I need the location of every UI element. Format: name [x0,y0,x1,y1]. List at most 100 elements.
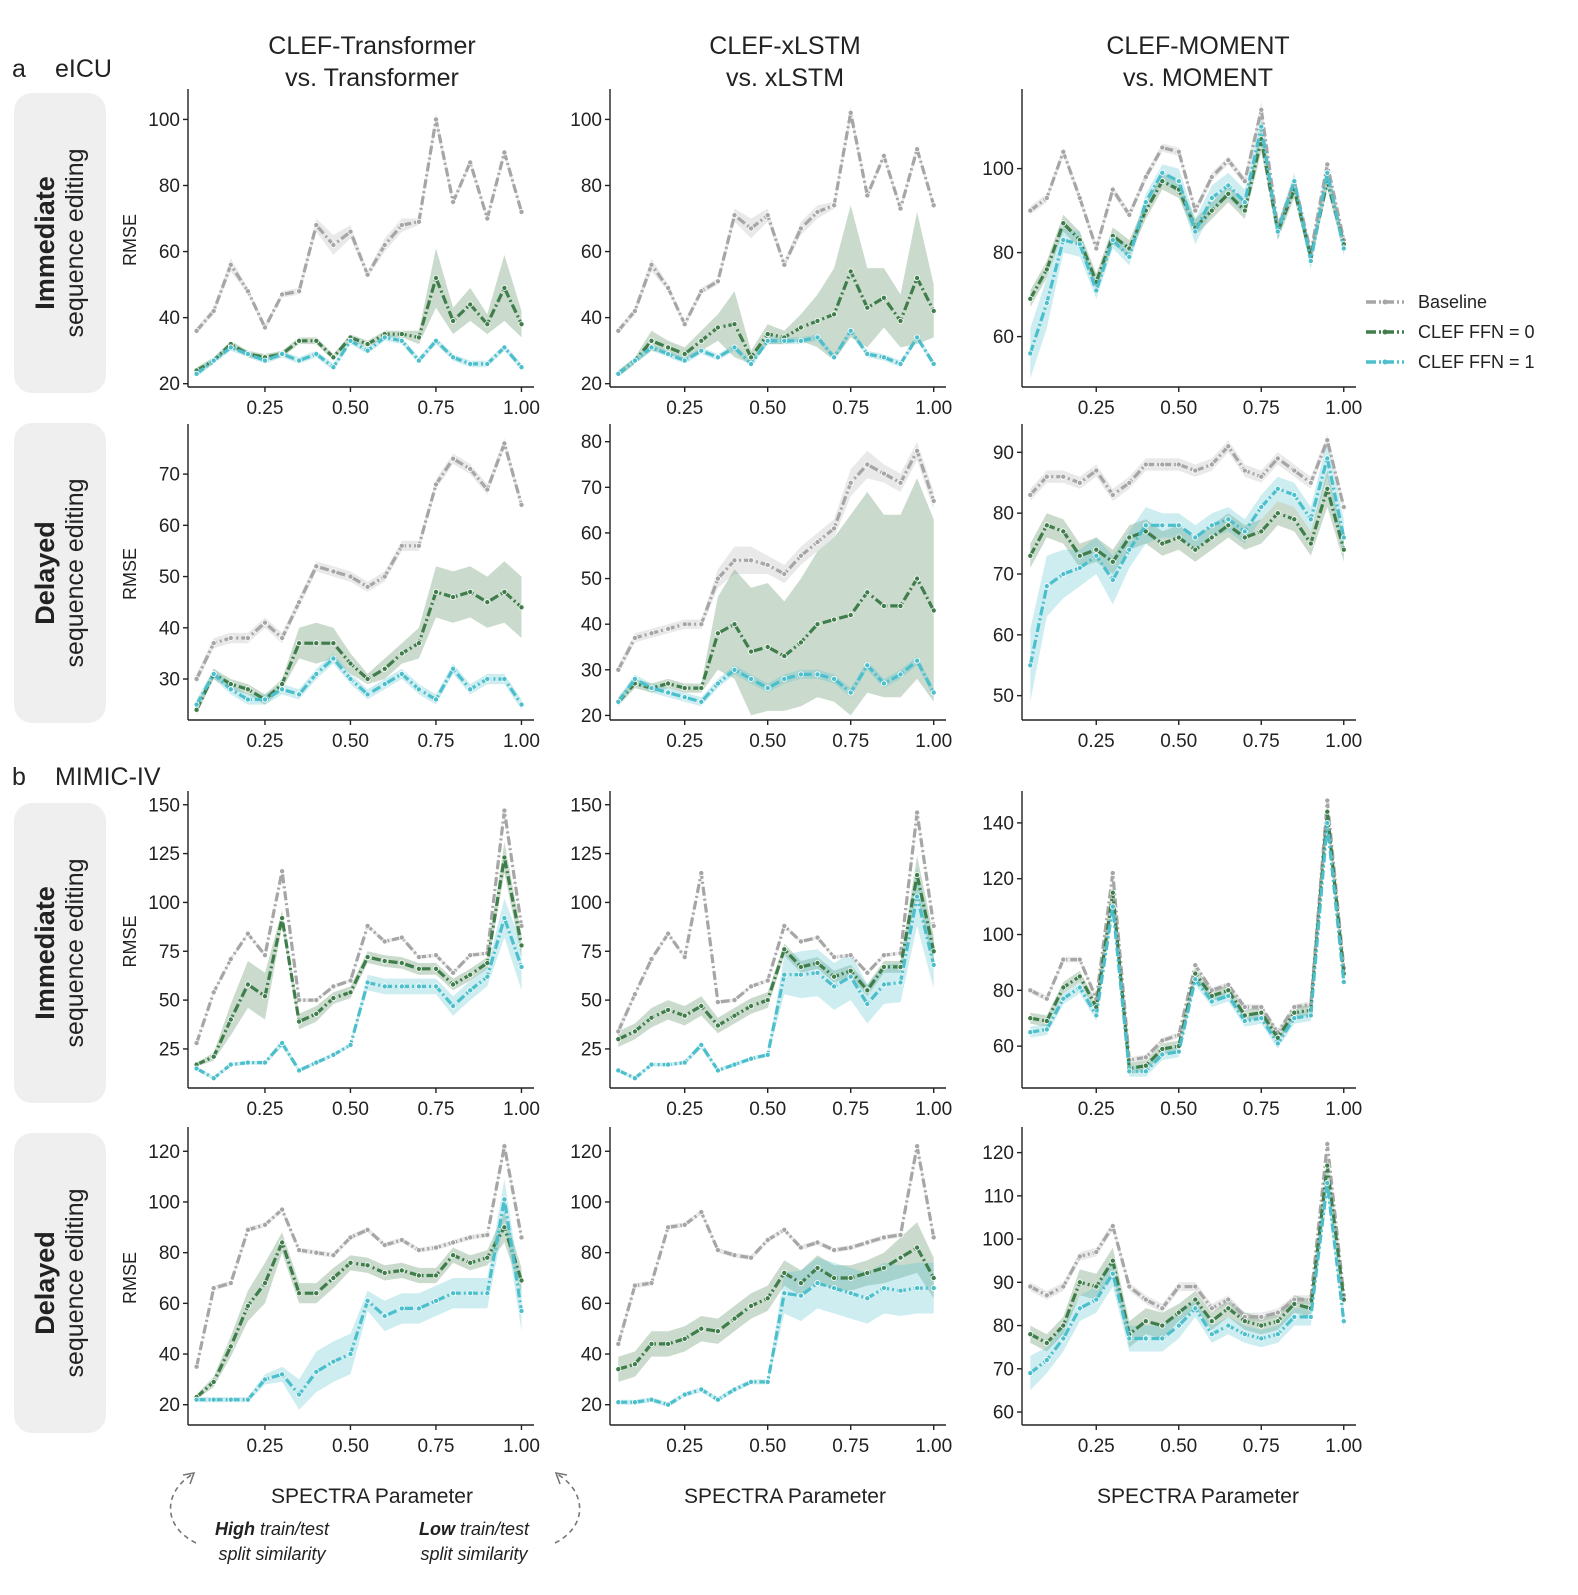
point-ffn1 [731,1061,738,1068]
point-ffn1 [1324,1179,1331,1186]
band-ffn1 [618,656,934,707]
point-ffn1 [415,1305,422,1312]
point-ffn1 [313,670,320,677]
point-baseline [347,1234,354,1241]
point-baseline [330,241,337,248]
point-ffn1 [681,694,688,701]
y-axis-label: RMSE [120,548,140,600]
point-ffn1 [484,360,491,367]
point-ffn1 [797,337,804,344]
curved-arrow-right [554,1473,581,1544]
point-baseline [1307,479,1314,486]
point-ffn0 [467,588,474,595]
row-label-b-delayed: Delayed sequence editing [30,1188,89,1377]
point-baseline [364,1226,371,1233]
row-label-b-immediate: Immediate sequence editing [30,858,89,1047]
point-ffn1 [1324,819,1331,826]
point-ffn0 [432,965,439,972]
point-baseline [1076,1253,1083,1260]
x-tick-label: 0.75 [417,731,454,752]
y-tick-label: 150 [570,795,602,816]
point-ffn1 [847,327,854,334]
band-ffn0 [1030,1156,1344,1352]
point-ffn0 [279,1239,286,1246]
point-baseline [1060,1283,1067,1290]
point-ffn1 [1126,253,1133,260]
point-ffn1 [313,1059,320,1066]
band-ffn0 [196,561,522,715]
point-ffn1 [1027,350,1034,357]
point-ffn0 [313,640,320,647]
point-ffn1 [698,1386,705,1393]
annotation-left-line1: High train/test [215,1519,330,1539]
point-ffn0 [484,599,491,606]
point-ffn0 [847,1275,854,1282]
point-ffn0 [1043,1018,1050,1025]
point-ffn1 [1225,1322,1232,1329]
point-baseline [227,956,234,963]
point-baseline [1208,1305,1215,1312]
line-ffn0 [1030,810,1346,1071]
point-ffn1 [1159,522,1166,529]
point-ffn0 [347,660,354,667]
point-baseline [1027,491,1034,498]
point-ffn0 [279,681,286,688]
point-ffn1 [1274,1040,1281,1047]
point-baseline [347,977,354,984]
point-baseline [364,583,371,590]
point-ffn1 [347,676,354,683]
point-baseline [1175,1283,1182,1290]
x-tick-label: 0.25 [1078,1099,1115,1120]
point-ffn1 [398,337,405,344]
point-baseline [681,321,688,328]
chart-panel-r4-c1: 20 40 60 80 100 120 0.25 0.50 0.75 1.00 RMSE [120,1127,540,1457]
point-baseline [764,212,771,219]
point-baseline [1159,1037,1166,1044]
point-ffn1 [797,971,804,978]
point-ffn0 [432,588,439,595]
point-ffn1 [764,1051,771,1058]
point-baseline [313,563,320,570]
point-ffn0 [1027,552,1034,559]
point-ffn1 [1307,516,1314,523]
y-tick-label: 40 [159,618,180,639]
point-ffn1 [648,1396,655,1403]
point-ffn1 [227,1396,234,1403]
point-ffn0 [1208,1318,1215,1325]
point-ffn1 [227,686,234,693]
line-ffn0 [195,855,524,1067]
point-ffn0 [714,630,721,637]
point-ffn0 [193,706,200,713]
band-ffn0 [196,248,522,374]
point-ffn0 [1307,540,1314,547]
point-ffn1 [897,360,904,367]
point-ffn1 [897,671,904,678]
point-ffn1 [831,354,838,361]
point-ffn1 [296,1067,303,1074]
row-label-sub: sequence editing [61,1188,89,1377]
point-ffn0 [864,1269,871,1276]
y-axis-label: RMSE [120,214,140,266]
point-ffn0 [880,1264,887,1271]
point-ffn0 [714,324,721,331]
annotation-left-rest: train/test [255,1519,330,1539]
point-ffn0 [1159,178,1166,185]
band-ffn0 [1030,470,1344,574]
point-baseline [279,868,286,875]
point-ffn0 [415,640,422,647]
point-ffn1 [698,347,705,354]
line-baseline [616,1144,936,1345]
point-ffn0 [347,1259,354,1266]
x-tick-label: 0.25 [246,1099,283,1120]
legend: Baseline CLEF FFN = 0 CLEF FFN = 1 [1366,292,1535,372]
point-ffn1 [1093,552,1100,559]
point-ffn1 [1175,522,1182,529]
point-ffn0 [914,1244,921,1251]
x-tick-label: 0.25 [666,398,703,419]
point-baseline [193,327,200,334]
y-tick-label: 70 [581,478,602,499]
point-baseline [781,261,788,268]
point-ffn1 [880,354,887,361]
point-ffn0 [261,1280,268,1287]
line-baseline [1029,799,1346,1062]
